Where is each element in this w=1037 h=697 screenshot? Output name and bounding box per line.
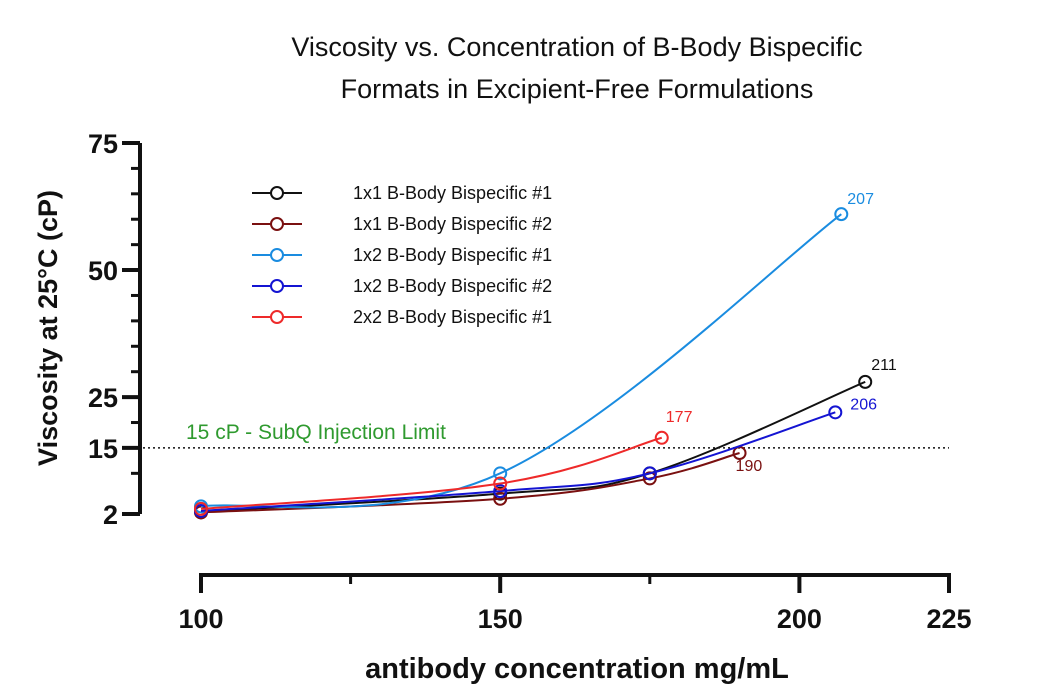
legend: 1x1 B-Body Bispecific #1 1x1 B-Body Bispe… xyxy=(252,183,552,327)
data-point xyxy=(642,466,657,481)
x-tick-label: 150 xyxy=(478,604,523,634)
data-point xyxy=(493,484,508,499)
legend-swatch-marker xyxy=(270,310,284,324)
data-point xyxy=(194,501,208,516)
subq-limit-label: 15 cP - SubQ Injection Limit xyxy=(186,421,446,444)
legend-item: 1x1 B-Body Bispecific #1 xyxy=(252,183,552,203)
y-tick-label: 15 xyxy=(88,434,118,464)
series-line xyxy=(200,436,663,510)
data-point xyxy=(493,476,508,491)
legend-label: 1x1 B-Body Bispecific #2 xyxy=(353,214,552,234)
legend-label: 1x2 B-Body Bispecific #2 xyxy=(353,276,552,296)
chart-title-line-2: Formats in Excipient-Free Formulations xyxy=(341,74,814,104)
x-axis: 100 150 200 225 xyxy=(178,573,972,634)
legend-swatch-marker xyxy=(270,279,284,293)
series-3: 207 xyxy=(194,191,874,514)
legend-item: 1x1 B-Body Bispecific #2 xyxy=(252,214,552,234)
data-point xyxy=(493,466,508,481)
y-tick-label: 2 xyxy=(103,500,118,530)
point-end-label: 207 xyxy=(847,191,874,208)
series-line xyxy=(200,411,836,512)
series-line xyxy=(200,380,866,513)
point-end-label: 206 xyxy=(850,396,877,413)
y-axis: 2 15 25 50 75 xyxy=(88,129,142,530)
data-point xyxy=(834,207,849,222)
series-group: 211 190 207 206 177 xyxy=(194,191,897,520)
legend-label: 1x1 B-Body Bispecific #1 xyxy=(353,183,552,203)
x-tick-label: 225 xyxy=(926,604,971,634)
x-axis-title: antibody concentration mg/mL xyxy=(365,653,789,685)
legend-swatch-marker xyxy=(270,186,284,200)
data-point xyxy=(828,405,843,420)
y-tick-label: 75 xyxy=(88,129,118,159)
point-end-label: 211 xyxy=(871,357,897,374)
point-end-label: 177 xyxy=(666,409,693,426)
legend-item: 1x2 B-Body Bispecific #1 xyxy=(252,245,552,265)
legend-label: 2x2 B-Body Bispecific #1 xyxy=(353,307,552,327)
data-point xyxy=(858,374,873,389)
legend-swatch-marker xyxy=(270,248,284,262)
series-line xyxy=(200,452,740,514)
series-2: 190 xyxy=(194,446,763,520)
x-tick-label: 100 xyxy=(178,604,223,634)
series-5: 177 xyxy=(194,409,693,516)
series-4: 206 xyxy=(194,396,877,518)
reference-line-group: 15 cP - SubQ Injection Limit xyxy=(143,421,949,449)
legend-item: 1x2 B-Body Bispecific #2 xyxy=(252,276,552,296)
legend-label: 1x2 B-Body Bispecific #1 xyxy=(353,245,552,265)
data-point xyxy=(654,430,669,445)
x-tick-label: 200 xyxy=(777,604,822,634)
legend-swatch-marker xyxy=(270,217,284,231)
data-point xyxy=(493,491,508,506)
y-axis-title: Viscosity at 25°C (cP) xyxy=(33,190,63,466)
y-tick-label: 50 xyxy=(88,256,118,286)
point-end-label: 190 xyxy=(736,458,763,475)
chart-title-line-1: Viscosity vs. Concentration of B-Body Bi… xyxy=(291,32,862,62)
y-tick-label: 25 xyxy=(88,383,118,413)
legend-item: 2x2 B-Body Bispecific #1 xyxy=(252,307,552,327)
